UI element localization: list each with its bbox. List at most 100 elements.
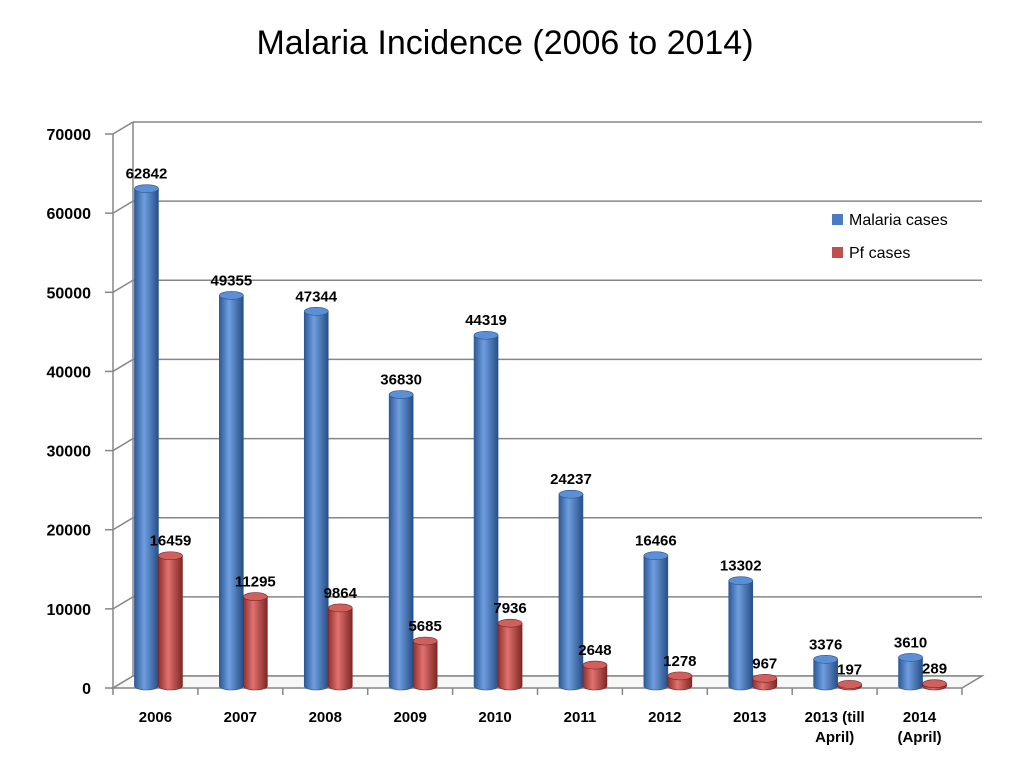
data-label-malaria: 16466: [635, 533, 677, 550]
bar-top: [243, 592, 268, 601]
data-label-malaria: 62842: [126, 166, 168, 183]
y-tick-label: 70000: [47, 127, 92, 144]
data-label-pf: 16459: [150, 533, 192, 550]
x-tick-label: 2012: [648, 709, 681, 726]
data-label-malaria: 3610: [894, 634, 927, 651]
bar-top: [158, 551, 183, 561]
gridline-wall: [112, 358, 134, 373]
bar-pf-cases: [243, 592, 268, 691]
bar-top: [643, 551, 669, 560]
bar-top: [134, 184, 159, 193]
x-tick-label: 2008: [309, 709, 342, 726]
y-tick-label: 40000: [47, 364, 92, 381]
bar-top: [582, 660, 608, 670]
bar-top: [728, 576, 754, 586]
gridline-wall: [112, 279, 134, 293]
gridline-wall: [112, 121, 134, 135]
legend: Malaria cases Pf cases: [832, 212, 948, 262]
y-tick-label: 20000: [47, 523, 92, 540]
legend-swatch: [832, 247, 843, 258]
bar-top: [898, 653, 923, 662]
data-label-pf: 2648: [578, 642, 611, 659]
bar-body: [898, 657, 923, 691]
bar-body: [728, 580, 754, 691]
y-tick-label: 60000: [47, 206, 92, 223]
gridline-wall: [112, 437, 134, 452]
bar-malaria-cases: [813, 654, 838, 691]
bar-pf-cases: [837, 680, 862, 691]
labels-layer: 62842 49355 47344 36830 44319 24237 16466 13302…: [126, 166, 947, 746]
bars-layer: [134, 184, 947, 691]
bar-malaria-cases: [303, 307, 329, 691]
y-tick-label: 30000: [47, 444, 92, 461]
bar-body: [303, 311, 329, 691]
data-label-pf: 197: [837, 661, 862, 678]
bar-body: [473, 334, 499, 691]
bar-top: [813, 654, 838, 664]
legend-label: Malaria cases: [849, 212, 948, 229]
bar-pf-cases: [158, 551, 183, 691]
data-label-pf: 7936: [493, 600, 526, 617]
data-label-malaria: 3376: [809, 636, 842, 653]
bar-pf-cases: [412, 636, 438, 691]
gridline-wall: [112, 596, 134, 610]
axes-layer: 0 10000 20000 30000 40000 50000 60000 70000: [47, 121, 985, 698]
bar-top: [219, 291, 244, 300]
bar-malaria-cases: [643, 551, 669, 691]
data-label-pf: 967: [752, 655, 777, 672]
data-label-malaria: 24237: [550, 471, 592, 488]
bar-malaria-cases: [219, 291, 244, 691]
bar-top: [388, 390, 414, 399]
bar-body: [219, 295, 244, 691]
legend-label: Pf cases: [849, 245, 910, 262]
x-tick-label: 2006: [139, 709, 172, 726]
bar-body: [558, 493, 584, 691]
bar-body: [134, 188, 159, 691]
data-label-malaria: 13302: [720, 558, 762, 575]
bar-pf-cases: [582, 660, 608, 691]
bar-body: [243, 596, 268, 691]
bar-body: [497, 622, 523, 691]
data-label-malaria: 49355: [210, 272, 252, 289]
data-label-pf: 1278: [663, 653, 696, 670]
chart-title: Malaria Incidence (2006 to 2014): [256, 24, 754, 62]
bar-body: [388, 394, 414, 691]
data-label-malaria: 44319: [465, 312, 507, 329]
bar-pf-cases: [752, 674, 778, 691]
bar-pf-cases: [667, 671, 693, 691]
bar-pf-cases: [327, 603, 353, 691]
x-tick-label: 2014 (April): [897, 709, 941, 746]
bar-top: [412, 636, 438, 646]
bar-top: [558, 489, 584, 499]
gridline-wall: [112, 200, 134, 214]
bar-top: [303, 307, 329, 316]
bar-body: [158, 555, 183, 691]
x-tick-label: 2011: [564, 709, 597, 726]
bar-pf-cases: [922, 679, 947, 691]
bar-malaria-cases: [134, 184, 159, 691]
x-tick-label: 2010: [478, 709, 511, 726]
bar-body: [582, 664, 608, 691]
x-tick-label: 2009: [393, 709, 426, 726]
bar-top: [497, 618, 523, 628]
data-label-pf: 289: [922, 661, 947, 678]
bar-top: [752, 674, 778, 683]
data-label-malaria: 47344: [295, 288, 337, 305]
bar-malaria-cases: [558, 489, 584, 691]
gridline-wall: [112, 517, 134, 531]
data-label-malaria: 36830: [380, 372, 422, 389]
data-label-pf: 11295: [235, 574, 276, 591]
x-tick-label: 2007: [224, 709, 257, 726]
x-tick-label: 2013 (till April): [805, 709, 865, 746]
bar-top: [473, 330, 499, 340]
data-label-pf: 5685: [408, 618, 441, 635]
x-tick-label: 2013: [733, 709, 766, 726]
bar-body: [327, 607, 353, 691]
bar-malaria-cases: [473, 330, 499, 691]
y-tick-label: 0: [82, 681, 91, 698]
y-tick-label: 10000: [47, 602, 92, 619]
bar-top: [837, 680, 862, 689]
bar-malaria-cases: [388, 390, 414, 691]
bar-top: [922, 679, 947, 689]
